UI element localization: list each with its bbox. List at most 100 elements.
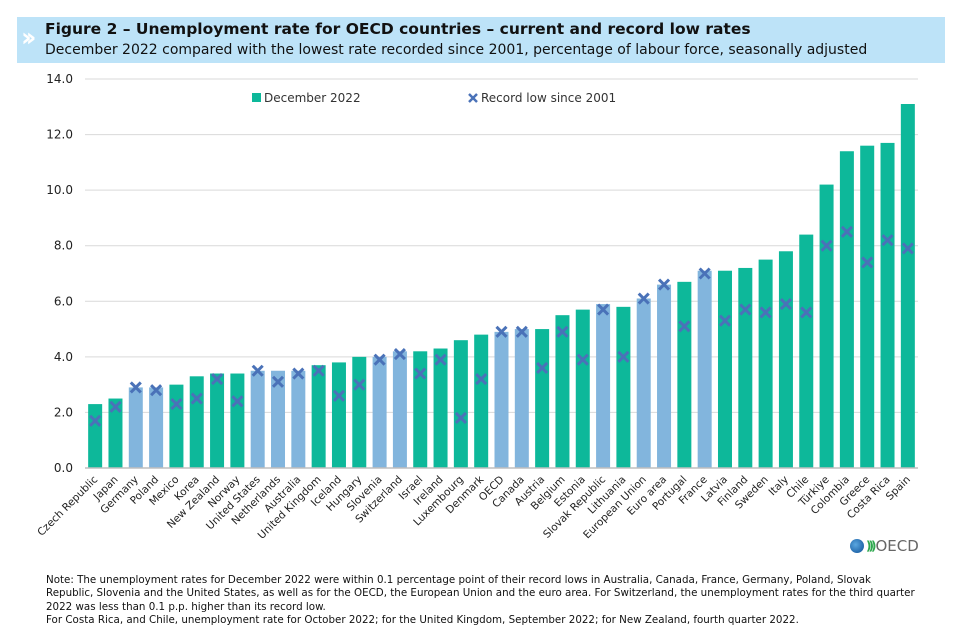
record-low-marker bbox=[129, 381, 142, 394]
marker-stroke bbox=[556, 325, 569, 338]
bar bbox=[758, 259, 773, 468]
bar bbox=[717, 270, 732, 468]
record-low-marker bbox=[840, 225, 853, 238]
record-low-marker bbox=[109, 400, 122, 413]
record-low-marker bbox=[211, 373, 224, 386]
record-low-marker bbox=[617, 350, 630, 363]
marker-stroke bbox=[800, 306, 813, 319]
bar bbox=[799, 234, 814, 468]
record-low-marker bbox=[576, 353, 589, 366]
bar bbox=[575, 309, 590, 468]
bar bbox=[596, 304, 611, 468]
x-tick-label: Czech Republic bbox=[35, 473, 100, 538]
marker-stroke bbox=[454, 411, 467, 425]
marker-stroke bbox=[840, 225, 853, 238]
marker-stroke bbox=[414, 367, 427, 380]
marker-stroke bbox=[312, 364, 325, 377]
record-low-marker bbox=[698, 267, 711, 280]
marker-stroke bbox=[251, 364, 264, 377]
bar bbox=[494, 331, 509, 468]
legend-marker-record-low bbox=[468, 93, 478, 103]
note-1: Note: The unemployment rates for Decembe… bbox=[46, 574, 915, 613]
bar bbox=[433, 348, 448, 468]
figure-notes: Note: The unemployment rates for Decembe… bbox=[46, 574, 916, 628]
record-low-marker bbox=[779, 298, 792, 311]
record-low-marker bbox=[657, 278, 671, 291]
marker-stroke bbox=[739, 303, 752, 316]
y-tick-label: 2.0 bbox=[54, 405, 73, 419]
marker-stroke bbox=[597, 303, 610, 316]
record-low-marker bbox=[292, 367, 305, 380]
record-low-marker bbox=[597, 303, 610, 316]
record-low-marker bbox=[373, 353, 386, 366]
marker-stroke bbox=[657, 278, 671, 291]
marker-stroke bbox=[150, 384, 163, 397]
figure-subtitle: December 2022 compared with the lowest r… bbox=[45, 42, 868, 58]
legend-swatch-december-2022 bbox=[252, 93, 261, 102]
marker-stroke bbox=[698, 267, 711, 280]
marker-stroke bbox=[353, 378, 366, 391]
record-low-marker bbox=[495, 325, 508, 338]
y-tick-label: 12.0 bbox=[46, 128, 73, 142]
y-tick-label: 4.0 bbox=[54, 350, 73, 364]
bar bbox=[291, 370, 306, 468]
bar bbox=[311, 365, 326, 468]
record-low-marker bbox=[759, 306, 772, 319]
bar bbox=[230, 373, 245, 468]
record-low-marker bbox=[332, 389, 346, 402]
bar bbox=[149, 387, 164, 468]
swoosh-icon: ))) bbox=[866, 539, 877, 553]
note-2: For Costa Rica, and Chile, unemployment … bbox=[46, 614, 799, 627]
bar bbox=[372, 356, 387, 468]
bar bbox=[697, 270, 712, 468]
record-low-marker bbox=[190, 392, 203, 405]
marker-stroke bbox=[617, 350, 630, 363]
bar bbox=[352, 356, 367, 468]
marker-stroke bbox=[637, 292, 650, 305]
bar bbox=[474, 334, 489, 468]
marker-stroke bbox=[211, 373, 224, 386]
record-low-marker bbox=[231, 395, 244, 408]
marker-stroke bbox=[468, 93, 478, 103]
marker-stroke bbox=[779, 298, 792, 311]
marker-stroke bbox=[231, 395, 244, 408]
record-low-marker bbox=[312, 364, 325, 377]
marker-stroke bbox=[332, 389, 346, 402]
bar bbox=[108, 398, 123, 468]
marker-stroke bbox=[576, 353, 589, 366]
record-low-marker bbox=[89, 414, 102, 427]
bar bbox=[453, 340, 468, 468]
logo-text: OECD bbox=[875, 537, 919, 555]
bar bbox=[271, 370, 286, 468]
marker-stroke bbox=[536, 361, 549, 375]
record-low-marker bbox=[556, 325, 569, 338]
record-low-marker bbox=[739, 303, 752, 316]
marker-stroke bbox=[129, 381, 142, 394]
marker-stroke bbox=[170, 398, 183, 411]
record-low-marker bbox=[271, 375, 285, 388]
bar bbox=[210, 373, 225, 468]
y-tick-label: 6.0 bbox=[54, 294, 73, 308]
marker-stroke bbox=[292, 367, 305, 380]
figure-title: Figure 2 – Unemployment rate for OECD co… bbox=[45, 20, 751, 38]
bar bbox=[677, 281, 692, 468]
marker-stroke bbox=[495, 325, 508, 338]
y-tick-label: 14.0 bbox=[46, 72, 73, 86]
bar bbox=[535, 329, 550, 468]
unemployment-chart: 0.0 2.0 4.0 6.0 8.0 10.0 12.0 14.0 Czech Republi… bbox=[35, 72, 918, 542]
marker-stroke bbox=[373, 353, 386, 366]
y-tick-label: 10.0 bbox=[46, 183, 73, 197]
legend-label-record-low: Record low since 2001 bbox=[481, 91, 616, 105]
bar bbox=[860, 145, 875, 468]
record-low-marker bbox=[170, 398, 183, 411]
record-low-marker bbox=[515, 325, 528, 338]
record-low-marker bbox=[251, 364, 264, 377]
bar bbox=[636, 298, 651, 468]
bar bbox=[250, 370, 265, 468]
bar bbox=[128, 387, 143, 468]
record-low-marker bbox=[800, 306, 813, 319]
record-low-marker bbox=[434, 353, 447, 366]
marker-stroke bbox=[475, 373, 488, 386]
bar bbox=[657, 284, 672, 468]
bar bbox=[555, 315, 570, 468]
